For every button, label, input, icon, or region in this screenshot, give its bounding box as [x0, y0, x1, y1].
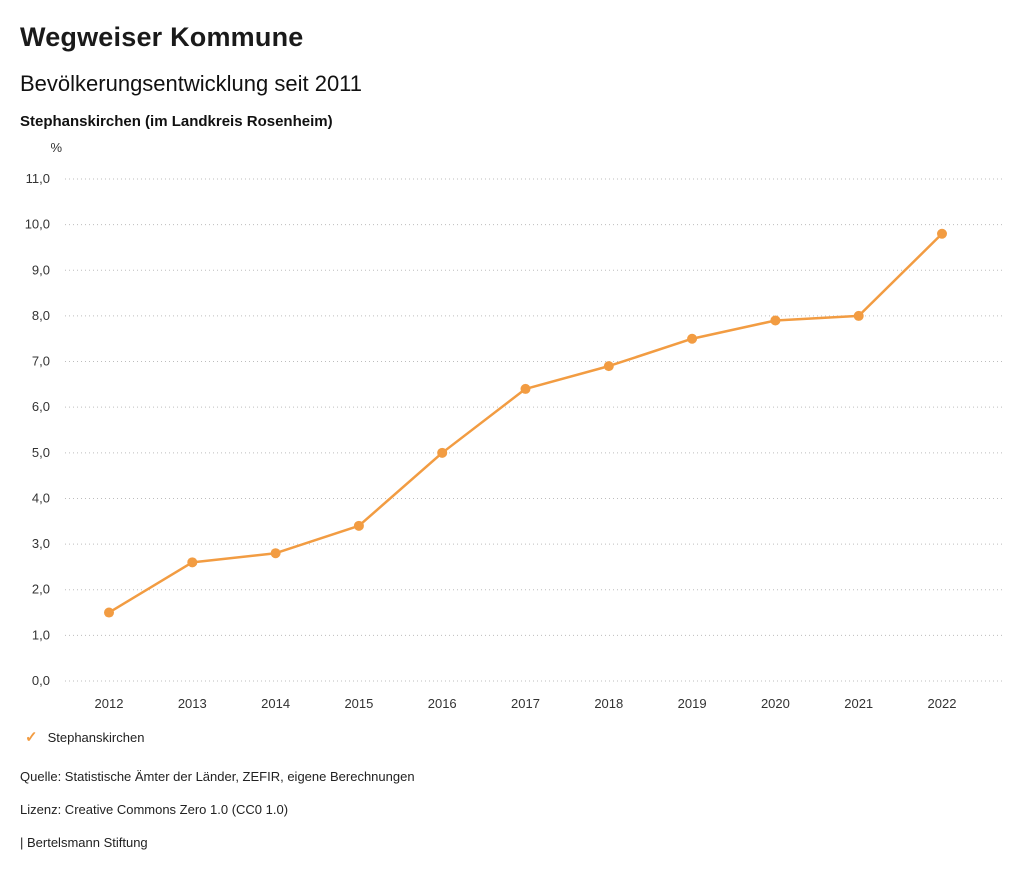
x-tick-label: 2012 — [95, 696, 124, 711]
data-point — [520, 383, 531, 394]
y-tick-label: 3,0 — [32, 536, 50, 551]
x-tick-label: 2022 — [928, 696, 957, 711]
source-text: Quelle: Statistische Ämter der Länder, Z… — [20, 769, 415, 784]
y-tick-label: 1,0 — [32, 627, 50, 642]
y-axis-unit-label: % — [50, 140, 62, 155]
x-tick-label: 2016 — [428, 696, 457, 711]
data-point — [353, 520, 364, 531]
x-tick-label: 2018 — [594, 696, 623, 711]
data-point — [187, 557, 198, 568]
y-tick-label: 7,0 — [32, 354, 50, 369]
x-tick-label: 2013 — [178, 696, 207, 711]
data-point — [770, 315, 781, 326]
chart-area: % 0,0 1,0 2,0 3,0 4,0 5,0 6,0 7,0 8,0 9,0 10,0 11,0 2… — [0, 134, 1024, 724]
attribution-text: | Bertelsmann Stiftung — [20, 835, 148, 850]
legend[interactable]: ✓ Stephanskirchen — [25, 730, 1024, 745]
data-point — [603, 361, 614, 372]
x-tick-label: 2014 — [261, 696, 290, 711]
series-line — [107, 232, 944, 614]
data-point — [437, 447, 448, 458]
y-tick-label: 2,0 — [32, 582, 50, 597]
x-tick-label: 2019 — [678, 696, 707, 711]
chart-title: Bevölkerungsentwicklung seit 2011 — [20, 71, 363, 96]
data-point — [687, 333, 698, 344]
y-tick-label: 8,0 — [32, 308, 50, 323]
page: Wegweiser Kommune Bevölkerungsentwicklun… — [0, 22, 1024, 850]
y-tick-label: 5,0 — [32, 445, 50, 460]
legend-label: Stephanskirchen — [47, 730, 145, 745]
data-point — [937, 228, 947, 239]
license-text: Lizenz: Creative Commons Zero 1.0 (CC0 1… — [20, 802, 289, 817]
y-tick-label: 6,0 — [32, 399, 50, 414]
data-point — [270, 548, 281, 559]
x-tick-label: 2020 — [761, 696, 790, 711]
legend-check-icon: ✓ — [25, 729, 38, 746]
x-tick-label: 2017 — [511, 696, 540, 711]
y-tick-label: 11,0 — [26, 171, 50, 186]
chart-subtitle: Stephanskirchen (im Landkreis Rosenheim) — [20, 113, 333, 130]
y-tick-label: 0,0 — [32, 673, 50, 688]
data-point — [853, 310, 864, 321]
y-tick-label: 10,0 — [25, 217, 50, 232]
data-point — [104, 607, 114, 618]
footer: Quelle: Statistische Ämter der Länder, Z… — [20, 769, 1024, 850]
y-tick-label: 9,0 — [32, 262, 50, 277]
x-tick-label: 2015 — [344, 696, 373, 711]
line-chart: % 0,0 1,0 2,0 3,0 4,0 5,0 6,0 7,0 8,0 9,0 10,0 11,0 2… — [25, 140, 1005, 711]
brand-title: Wegweiser Kommune — [20, 22, 304, 52]
x-tick-label: 2021 — [844, 696, 873, 711]
y-tick-label: 4,0 — [32, 490, 50, 505]
